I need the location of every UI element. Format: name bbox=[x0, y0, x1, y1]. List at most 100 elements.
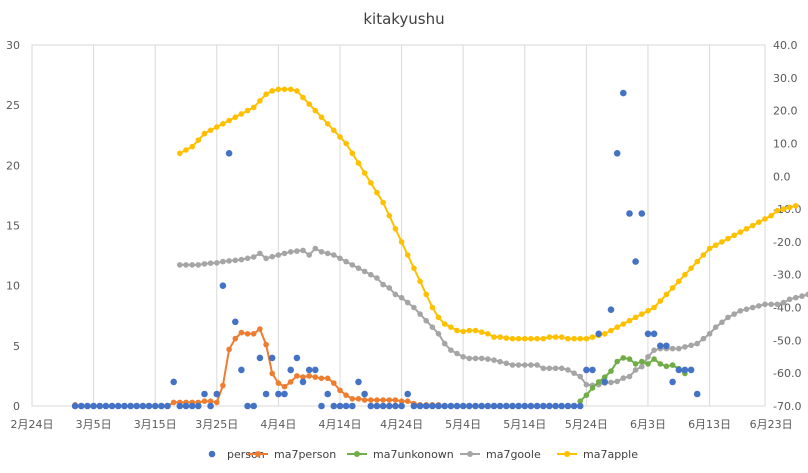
ma7person-point bbox=[244, 331, 251, 337]
legend-item-ma7person: ma7person bbox=[248, 448, 336, 461]
x-tick-label: 4月24日 bbox=[380, 418, 423, 431]
person-point bbox=[170, 378, 177, 386]
ma7goole-point bbox=[546, 365, 553, 372]
person-point bbox=[114, 402, 122, 410]
ma7apple-point bbox=[343, 140, 349, 147]
chart-title: kitakyushu bbox=[363, 10, 444, 28]
person-point bbox=[416, 402, 424, 410]
ma7apple-point bbox=[423, 291, 430, 298]
person-point bbox=[620, 89, 627, 97]
ma7person-point bbox=[318, 375, 325, 382]
ma7goole-point bbox=[725, 314, 731, 321]
y-right-tick-label: 10.0 bbox=[773, 137, 798, 150]
ma7goole-point bbox=[491, 357, 497, 363]
ma7person-point bbox=[355, 396, 362, 402]
ma7goole-point bbox=[793, 294, 799, 301]
ma7apple-point bbox=[786, 204, 793, 211]
person-point bbox=[201, 390, 208, 398]
person-point bbox=[373, 402, 381, 410]
x-tick-label: 6月13日 bbox=[688, 418, 731, 431]
x-tick-label: 4月14日 bbox=[318, 418, 361, 431]
ma7apple-point bbox=[676, 278, 682, 285]
person-point bbox=[361, 390, 368, 398]
y-left-tick-label: 30 bbox=[6, 39, 20, 52]
ma7apple-point bbox=[565, 335, 571, 342]
person-point bbox=[275, 390, 282, 398]
ma7apple-point bbox=[768, 212, 774, 219]
ma7goole-point bbox=[201, 261, 208, 267]
person-point bbox=[287, 366, 295, 374]
ma7apple-point bbox=[232, 114, 239, 120]
person-point bbox=[478, 402, 486, 410]
ma7goole-point bbox=[805, 291, 808, 298]
ma7apple-point bbox=[306, 101, 313, 107]
ma7person-point bbox=[238, 329, 245, 336]
grid-layer bbox=[31, 44, 766, 407]
ma7goole-point bbox=[287, 249, 294, 255]
ma7person-point bbox=[337, 387, 343, 394]
ma7apple-point bbox=[522, 335, 528, 342]
ma7unkonown-point bbox=[595, 379, 602, 385]
person-point bbox=[669, 378, 676, 386]
axis-layer: 2月24日 3月5日 3月15日 3月25日 4月4日 4月14日 4月24日 5月4日 5月1… bbox=[6, 39, 801, 431]
ma7apple-point bbox=[663, 291, 670, 298]
ma7apple-point bbox=[577, 335, 583, 342]
ma7person-point bbox=[207, 398, 214, 405]
legend-marker bbox=[564, 451, 570, 457]
ma7goole-point bbox=[380, 281, 386, 288]
legend-label: person bbox=[227, 448, 265, 461]
ma7goole-point bbox=[238, 256, 245, 263]
person-point bbox=[244, 402, 251, 410]
ma7goole-point bbox=[207, 260, 214, 267]
person-point bbox=[324, 390, 332, 398]
x-tick-label: 6月23日 bbox=[750, 418, 793, 431]
ma7unkonown-point bbox=[639, 358, 645, 365]
ma7person-point bbox=[386, 397, 393, 403]
ma7apple-point bbox=[441, 321, 448, 327]
person-point bbox=[589, 366, 596, 374]
person-point bbox=[78, 402, 85, 410]
ma7goole-point bbox=[799, 293, 805, 299]
ma7apple-point bbox=[318, 114, 325, 120]
ma7person-point bbox=[220, 382, 226, 389]
ma7goole-point bbox=[639, 363, 645, 370]
person-point bbox=[330, 402, 338, 410]
person-point bbox=[558, 402, 565, 410]
ma7goole-point bbox=[694, 340, 700, 347]
ma7apple-point bbox=[688, 265, 694, 272]
ma7apple-point bbox=[614, 324, 620, 331]
ma7unkonown-point bbox=[645, 361, 651, 367]
ma7apple-point bbox=[392, 226, 399, 232]
person-point bbox=[133, 402, 140, 410]
ma7goole-point bbox=[250, 254, 257, 260]
ma7apple-point bbox=[756, 219, 762, 225]
ma7apple-point bbox=[355, 160, 362, 166]
ma7goole-point bbox=[177, 262, 183, 268]
person-point bbox=[570, 402, 578, 410]
ma7goole-point bbox=[688, 342, 694, 349]
person-point bbox=[613, 150, 621, 157]
ma7goole-point bbox=[324, 250, 331, 257]
y-right-tick-label: -30.0 bbox=[773, 269, 801, 282]
person-point bbox=[293, 354, 301, 362]
ma7apple-point bbox=[762, 216, 768, 222]
ma7person-point bbox=[343, 392, 349, 399]
ma7apple-point bbox=[583, 335, 590, 342]
ma7apple-point bbox=[331, 127, 337, 134]
y-right-tick-label: -40.0 bbox=[773, 302, 801, 315]
legend-marker bbox=[255, 451, 261, 457]
ma7goole-point bbox=[306, 252, 313, 258]
ma7goole-point bbox=[712, 324, 719, 331]
person-point bbox=[453, 402, 461, 410]
ma7goole-point bbox=[682, 344, 688, 350]
ma7apple-point bbox=[731, 232, 737, 239]
ma7apple-point bbox=[398, 239, 405, 245]
person-point bbox=[484, 402, 492, 410]
ma7apple-point bbox=[417, 278, 423, 285]
ma7goole-point bbox=[214, 260, 220, 266]
person-point bbox=[90, 402, 97, 410]
x-tick-label: 3月15日 bbox=[134, 418, 177, 431]
